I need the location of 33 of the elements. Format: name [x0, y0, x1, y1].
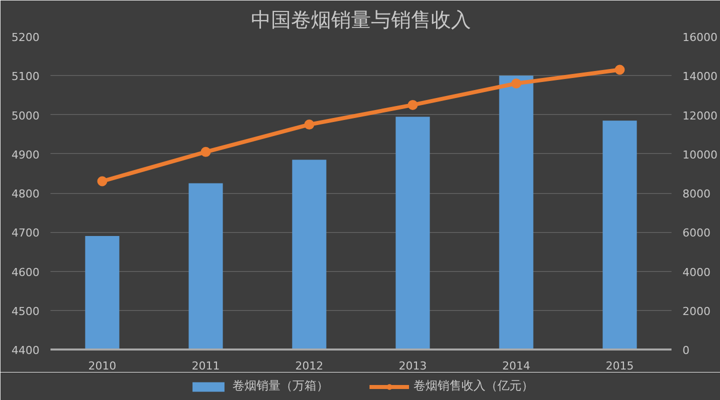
legend-label: 卷烟销量（万箱）: [232, 378, 328, 394]
y-tick-label: 4400: [12, 344, 40, 357]
y-tick-label: 4900: [12, 148, 40, 162]
y-tick-label: 5200: [12, 31, 40, 44]
y-tick-label: 5100: [12, 70, 40, 84]
y2-tick-label: 6000: [682, 226, 710, 240]
y-tick-label: 4500: [12, 304, 40, 318]
y-tick-label: 4600: [12, 266, 40, 279]
x-tick-label: 2011: [192, 360, 220, 372]
y2-tick-label: 12000: [682, 109, 718, 122]
y2-tick-label: 2000: [682, 304, 710, 318]
x-tick-label: 2015: [606, 360, 634, 372]
y2-tick-label: 4000: [682, 266, 710, 279]
y2-tick-label: 10000: [682, 148, 718, 162]
x-tick-label: 2014: [502, 360, 530, 372]
point: [614, 64, 625, 75]
point: [97, 176, 108, 186]
point: [408, 100, 418, 110]
x-tick-label: 2013: [398, 360, 427, 372]
x-tick-label: 2012: [295, 360, 324, 372]
point: [304, 120, 314, 130]
y2-tick-label: 16000: [682, 31, 718, 44]
y2-tick-label: 14000: [682, 70, 718, 84]
legend-label: 卷烟销售收入（亿元）: [414, 378, 534, 394]
y-tick-label: 5000: [12, 109, 40, 122]
y-tick-label: 4700: [12, 226, 40, 240]
point: [200, 146, 211, 157]
x-tick-label: 2010: [88, 360, 116, 372]
y2-tick-label: 8000: [682, 188, 710, 200]
chart-title: 中国卷烟销量与销售收入: [251, 8, 471, 32]
y-tick-label: 4800: [12, 188, 40, 200]
y2-tick-label: 0: [682, 344, 690, 357]
point: [511, 78, 522, 88]
